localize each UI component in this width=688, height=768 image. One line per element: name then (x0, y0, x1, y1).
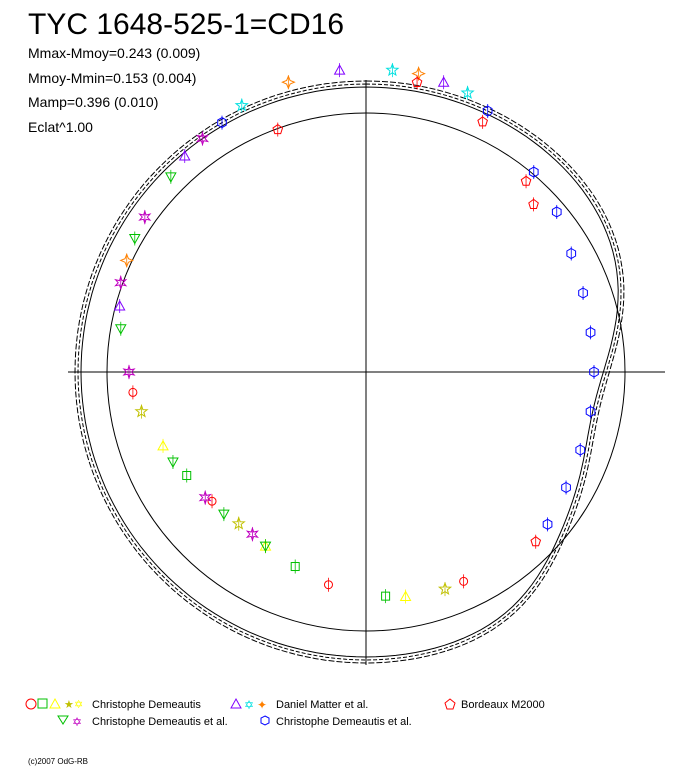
legend-symbols-3: ✡ ✦ (230, 697, 267, 712)
legend-symbols-1: ★ ✡ (25, 697, 83, 711)
mean-curve-2 (74, 80, 625, 664)
legend-label-demeautis-et-al-2: Christophe Demeautis et al. (276, 716, 412, 728)
svg-text:✡: ✡ (74, 699, 83, 711)
svg-text:✡: ✡ (72, 715, 82, 729)
legend: ★ ✡ Christophe Demeautis ✡ Christophe De… (25, 697, 545, 729)
legend-label-bordeaux: Bordeaux M2000 (461, 699, 545, 711)
mean-curve-1 (80, 86, 619, 658)
mean-curves (74, 80, 625, 664)
reference-circle (106, 112, 626, 632)
stat-eclat: Eclat^1.00 (28, 119, 93, 135)
copyright-footer: (c)2007 OdG-RB (28, 757, 88, 766)
legend-symbols-2: ✡ (57, 715, 82, 729)
legend-label-christophe-demeautis: Christophe Demeautis (92, 699, 201, 711)
svg-text:✦: ✦ (257, 698, 267, 712)
legend-symbols-4 (260, 715, 270, 726)
stat-mmoy-mmin: Mmoy-Mmin=0.153 (0.004) (28, 70, 196, 86)
chart-title: TYC 1648-525-1=CD16 (28, 8, 344, 41)
stat-mamp: Mamp=0.396 (0.010) (28, 94, 158, 110)
svg-text:✡: ✡ (244, 698, 254, 712)
legend-label-daniel-matter: Daniel Matter et al. (276, 699, 368, 711)
data-points (113, 62, 599, 604)
axes (68, 80, 665, 665)
stat-mmax-mmoy: Mmax-Mmoy=0.243 (0.009) (28, 45, 200, 61)
legend-symbols-5 (444, 698, 456, 710)
legend-label-demeautis-et-al: Christophe Demeautis et al. (92, 716, 228, 728)
svg-text:★: ★ (64, 699, 74, 711)
mean-curve-0 (77, 83, 622, 661)
